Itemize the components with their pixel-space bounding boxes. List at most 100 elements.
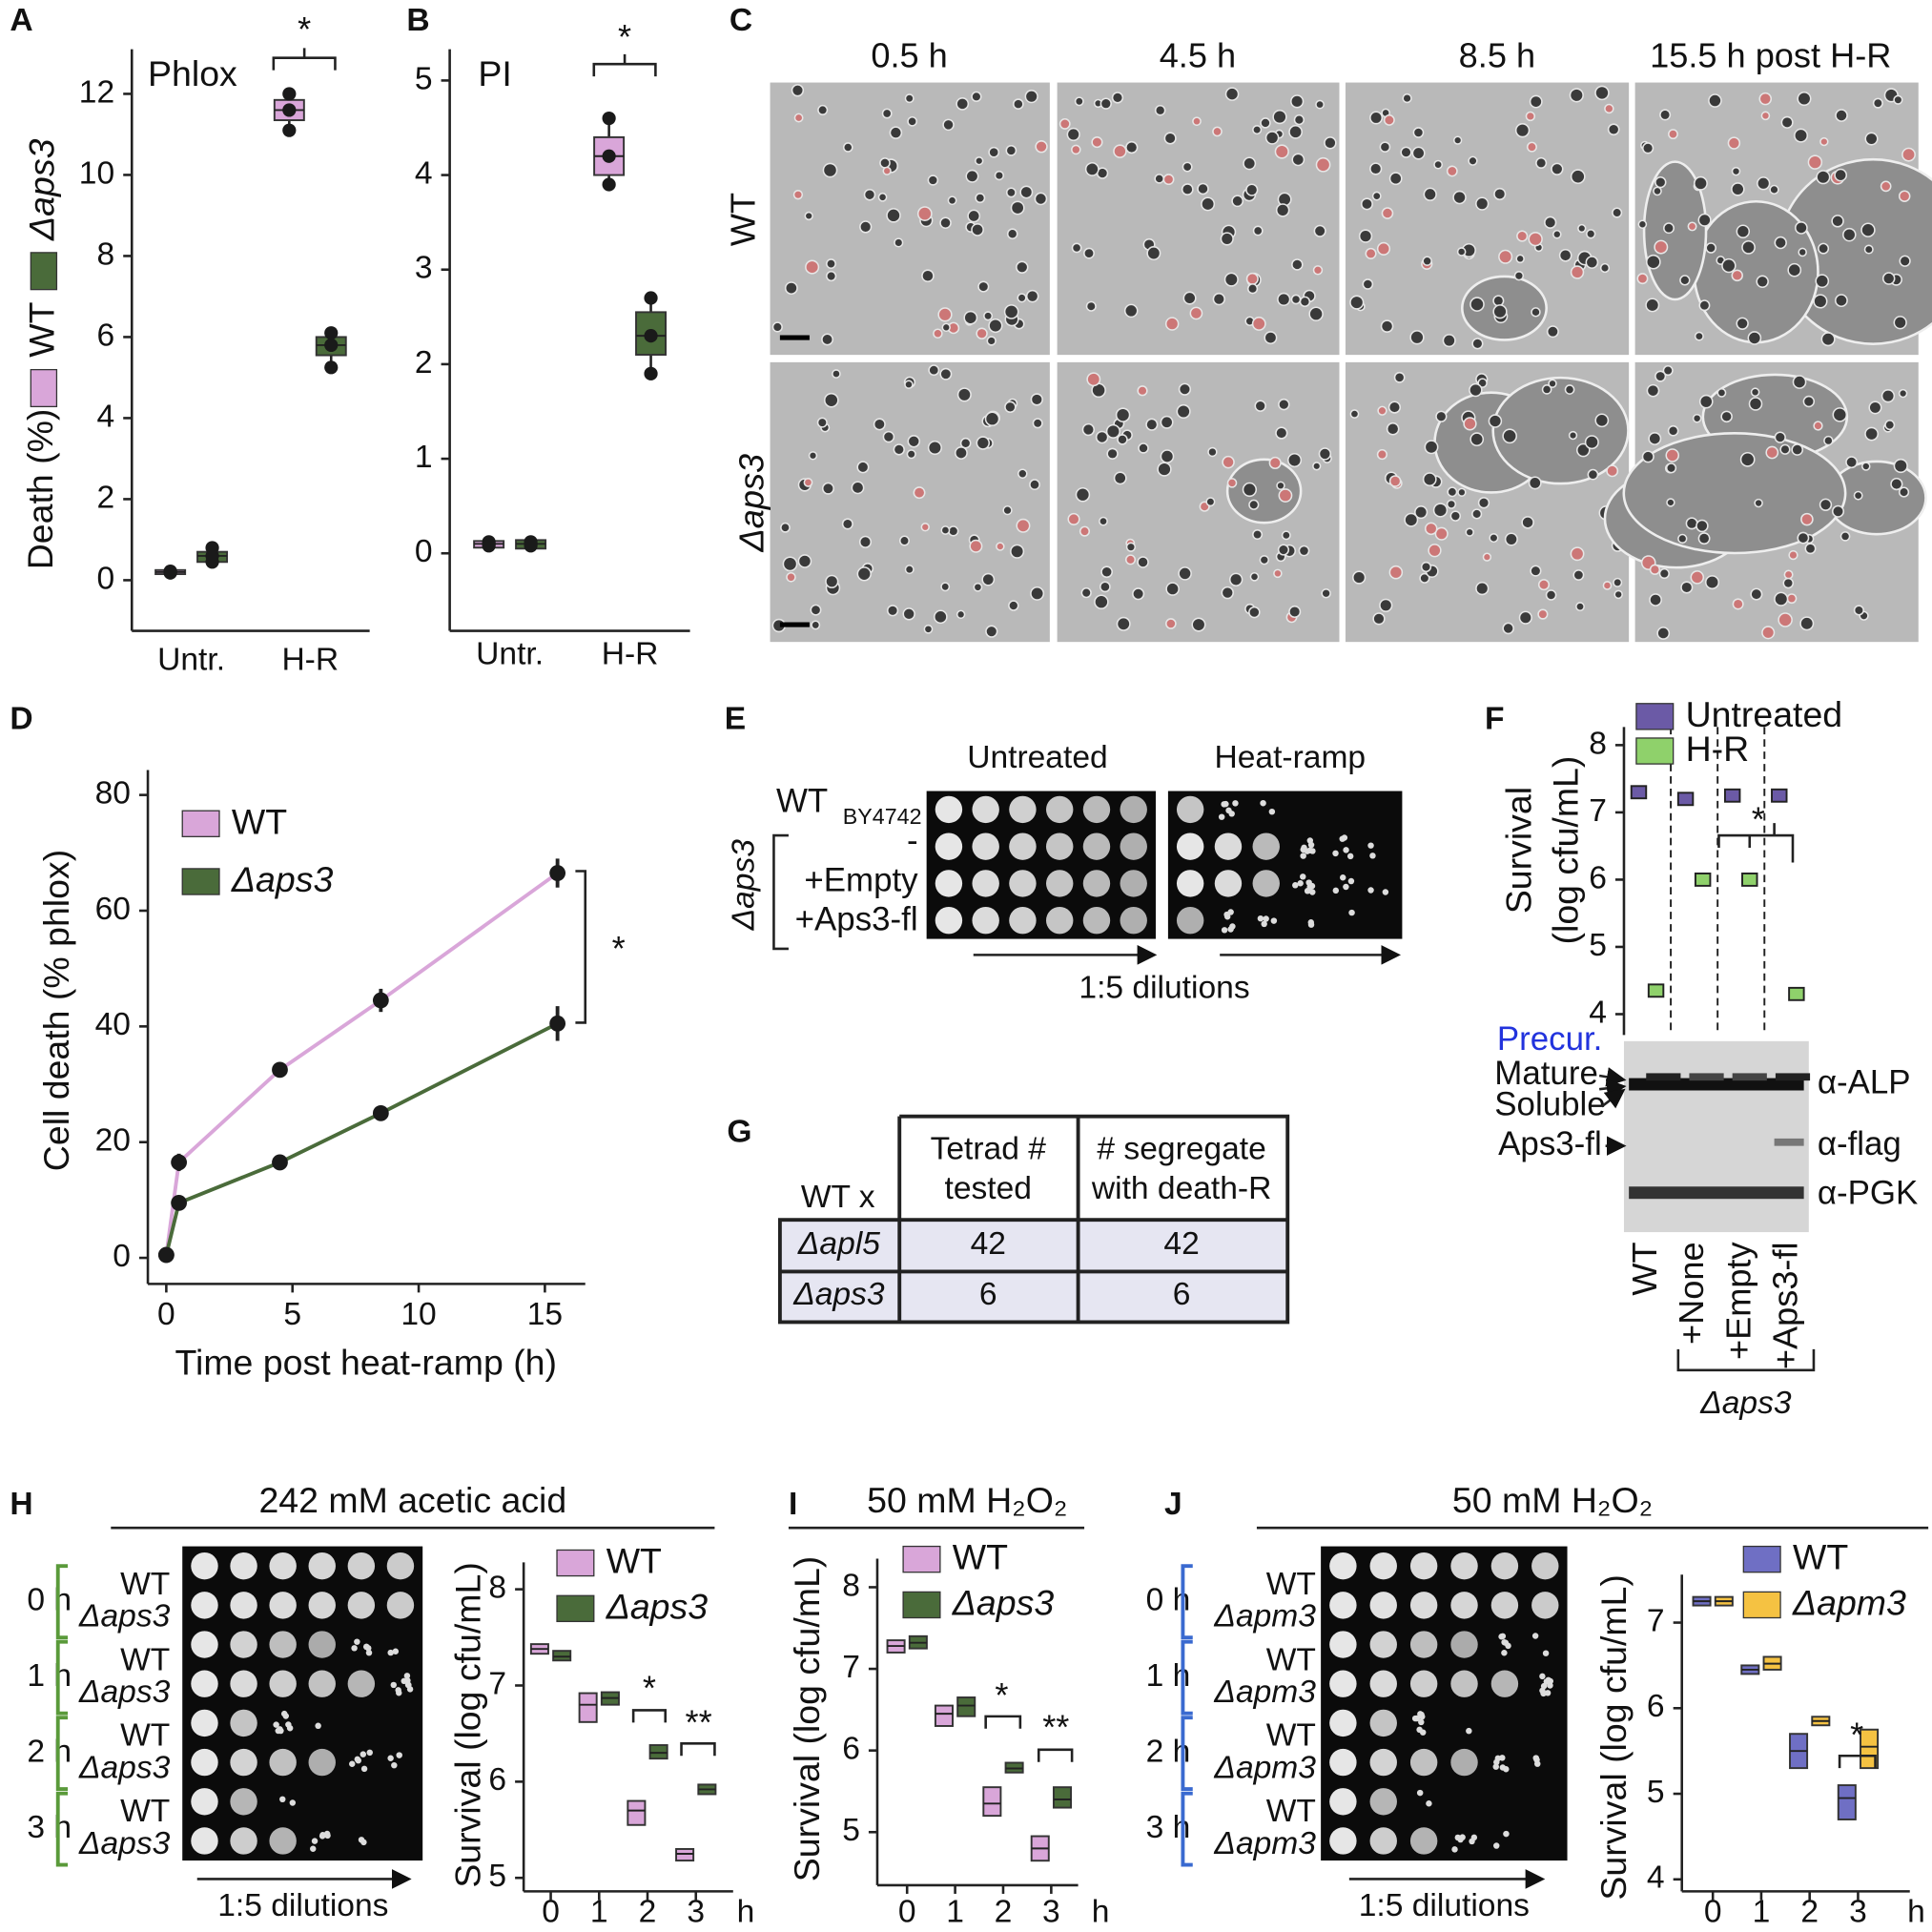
cell [1641, 450, 1655, 463]
colony-dot [1292, 882, 1299, 889]
cell [1419, 572, 1430, 584]
colony-dot [323, 1830, 331, 1838]
legend-entry: Δaps3 [181, 859, 333, 899]
legend-swatch [30, 368, 58, 408]
row-label: Δaps3 [731, 454, 771, 553]
cell [1529, 94, 1543, 109]
cell [1575, 602, 1585, 612]
cell [816, 417, 828, 428]
cell [1731, 182, 1745, 196]
cell [1182, 291, 1197, 305]
legend-swatch [181, 868, 220, 895]
cell [1387, 401, 1402, 414]
time-label: 4.5 h [1160, 35, 1236, 74]
cell [1181, 183, 1194, 195]
cell [1298, 545, 1310, 557]
cell [1607, 123, 1620, 136]
cell [823, 392, 839, 408]
line [164, 1021, 559, 1256]
colony-dot [1347, 877, 1355, 885]
cell [1249, 571, 1260, 582]
cell [1665, 462, 1677, 474]
row-label: +Empty [804, 861, 918, 898]
cell [1525, 111, 1536, 122]
cell [983, 311, 994, 321]
blot [1623, 1040, 1809, 1233]
cell [996, 542, 1005, 551]
cell [1278, 398, 1290, 411]
cell [1252, 125, 1263, 135]
colony-dot [1413, 1715, 1421, 1722]
x-tick-label: 0 [1704, 1894, 1722, 1929]
cell [1802, 395, 1816, 408]
legend-entry: Δapm3 [1742, 1582, 1906, 1622]
spot [1120, 795, 1147, 824]
cell [1223, 272, 1239, 287]
cell [955, 446, 968, 460]
antibody-label: α-ALP [1818, 1063, 1911, 1100]
band [1629, 1186, 1804, 1200]
cell [1731, 269, 1743, 282]
colony-dot [387, 1755, 394, 1761]
cell [1137, 385, 1148, 397]
y-tick-label: 8 [96, 236, 114, 272]
cell [1083, 247, 1095, 259]
y-axis-label: (log cfu/mL) [1546, 756, 1586, 945]
cell [904, 380, 914, 389]
cell [1564, 384, 1575, 395]
cell [1545, 589, 1557, 601]
colony-dot [273, 1721, 279, 1728]
cell [1205, 497, 1216, 507]
cell [882, 430, 895, 443]
cell [948, 525, 959, 537]
spot [1450, 1631, 1478, 1658]
micrograph [770, 361, 1050, 643]
cell [1423, 187, 1437, 201]
band [1646, 1073, 1681, 1081]
cell [916, 206, 933, 221]
spot [1329, 1827, 1357, 1855]
cell [1750, 587, 1763, 601]
x-tick-label: WT [1625, 1242, 1664, 1295]
spot [308, 1631, 336, 1658]
bracket [1838, 1754, 1877, 1769]
legend-swatch [556, 1594, 595, 1623]
cell [1248, 499, 1260, 510]
cell [1694, 331, 1704, 341]
spot-plate [1167, 791, 1403, 939]
colony-dot [1261, 920, 1267, 928]
cell [1308, 306, 1324, 321]
colony-dot [1343, 883, 1349, 891]
x-tick-label: +Aps3-fl [1765, 1242, 1804, 1369]
colony-dot [1307, 841, 1315, 849]
x-tick-label: Untr. [476, 636, 544, 671]
cell [985, 625, 998, 638]
point [549, 1015, 566, 1032]
cell [1145, 418, 1159, 431]
colony-dot [1348, 909, 1355, 916]
table-header: Tetrad # [931, 1132, 1047, 1167]
legend-label: H-R [1686, 729, 1750, 769]
y-tick-label: 10 [79, 155, 114, 191]
cell [1412, 127, 1425, 138]
legend-swatch [181, 810, 220, 837]
colony-dot [1346, 853, 1354, 860]
cell [1704, 575, 1720, 590]
colony-dot [406, 1686, 414, 1693]
y-tick-label: 6 [488, 1762, 506, 1798]
colony-dot [1543, 1678, 1551, 1685]
cell [1741, 239, 1756, 255]
cell [1099, 516, 1108, 526]
y-tick-label: 5 [842, 1813, 860, 1848]
colony-dot [365, 1649, 373, 1656]
spot [230, 1709, 257, 1737]
cell [1071, 242, 1082, 254]
cell [1197, 182, 1209, 195]
cell [1570, 546, 1585, 562]
legend-swatch [556, 1549, 595, 1577]
cell [1424, 440, 1439, 455]
blot-label: Soluble [1494, 1086, 1605, 1123]
cell [1113, 471, 1127, 485]
cell [1084, 162, 1100, 176]
cell [1680, 581, 1694, 594]
